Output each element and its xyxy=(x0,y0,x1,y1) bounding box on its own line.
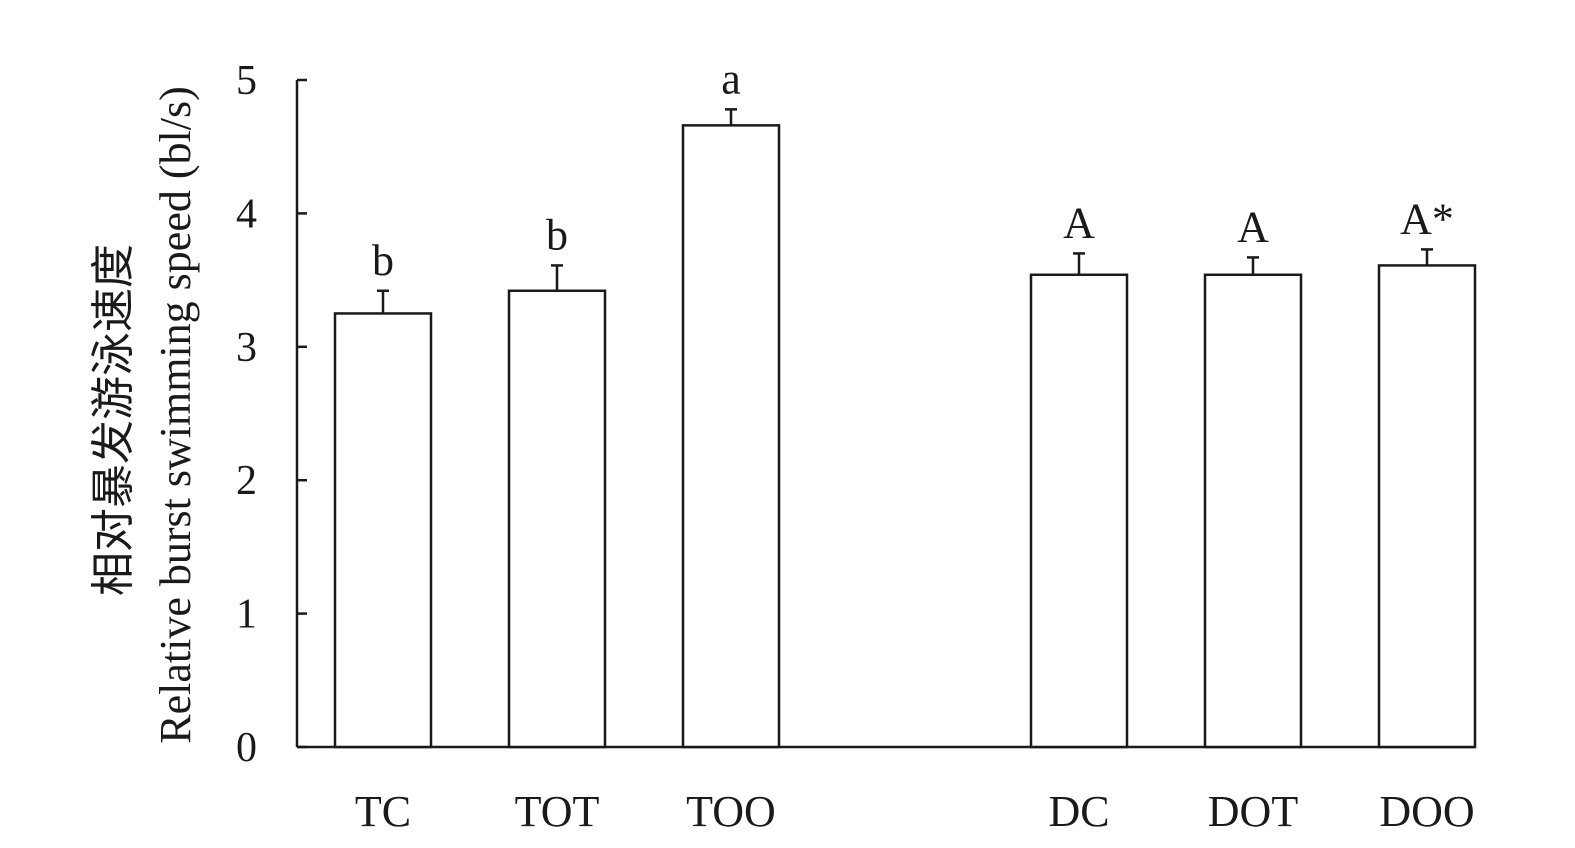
significance-label: b xyxy=(372,236,394,285)
bars: b TC b TOT a TOO A DC A DOT A* DOO xyxy=(333,54,1477,836)
y-tick-label: 2 xyxy=(236,458,257,504)
x-category-label: TOT xyxy=(515,787,600,836)
significance-label: A xyxy=(1237,202,1269,251)
x-category-label: TOO xyxy=(686,787,776,836)
y-tick-label: 1 xyxy=(236,592,257,638)
bar xyxy=(333,312,433,749)
significance-label: b xyxy=(546,210,568,259)
bar xyxy=(1203,273,1303,749)
y-axis-label-cn: 相对暴发游泳速度 xyxy=(89,244,138,596)
significance-label: A* xyxy=(1400,194,1454,243)
bar xyxy=(1029,273,1129,749)
y-tick-label: 3 xyxy=(236,325,257,371)
significance-label: A xyxy=(1063,198,1095,247)
bar xyxy=(681,124,781,749)
y-tick-label: 5 xyxy=(236,58,257,104)
x-category-label: DOO xyxy=(1379,787,1474,836)
bar xyxy=(1377,264,1477,749)
x-category-label: TC xyxy=(355,787,411,836)
x-category-label: DC xyxy=(1048,787,1109,836)
y-tick-label: 0 xyxy=(236,725,257,771)
bar xyxy=(507,289,607,749)
x-category-label: DOT xyxy=(1208,787,1299,836)
y-axis-label: 相对暴发游泳速度 Relative burst swimming speed (… xyxy=(89,86,200,743)
y-tick-label: 4 xyxy=(236,191,257,237)
significance-label: a xyxy=(721,54,741,103)
y-axis-label-en: Relative burst swimming speed (bl/s) xyxy=(151,86,200,743)
